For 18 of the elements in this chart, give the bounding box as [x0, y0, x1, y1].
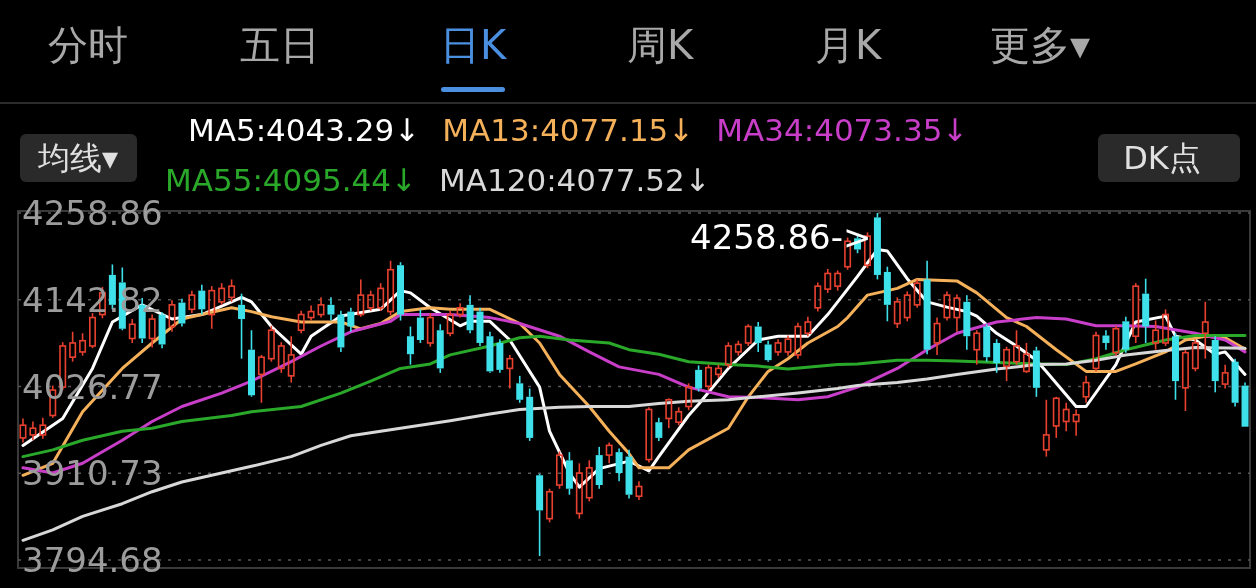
text: 日K: [439, 22, 508, 68]
text: MA120:4077.52↓: [439, 162, 711, 198]
line-series: [21, 346, 1247, 542]
text: 更多▾: [989, 22, 1091, 68]
button-ma: 均线▾: [20, 134, 137, 182]
text: 月K: [814, 22, 883, 68]
text: MA5:4043.29↓: [188, 112, 421, 148]
y-tick-label: 4258.86: [22, 193, 163, 233]
button-dk: DK点: [1098, 134, 1240, 182]
annotation: 4258.86->: [690, 217, 872, 257]
text: MA13:4077.15↓: [442, 112, 695, 148]
text: 五日: [240, 22, 320, 68]
y-tick-label: 3910.73: [22, 453, 163, 494]
y-tick-label: 3794.68: [22, 540, 163, 580]
text: MA55:4095.44↓: [165, 162, 418, 198]
text: 分时: [48, 22, 128, 68]
text: 周K: [626, 22, 695, 68]
text: MA34:4073.35↓: [716, 112, 969, 148]
